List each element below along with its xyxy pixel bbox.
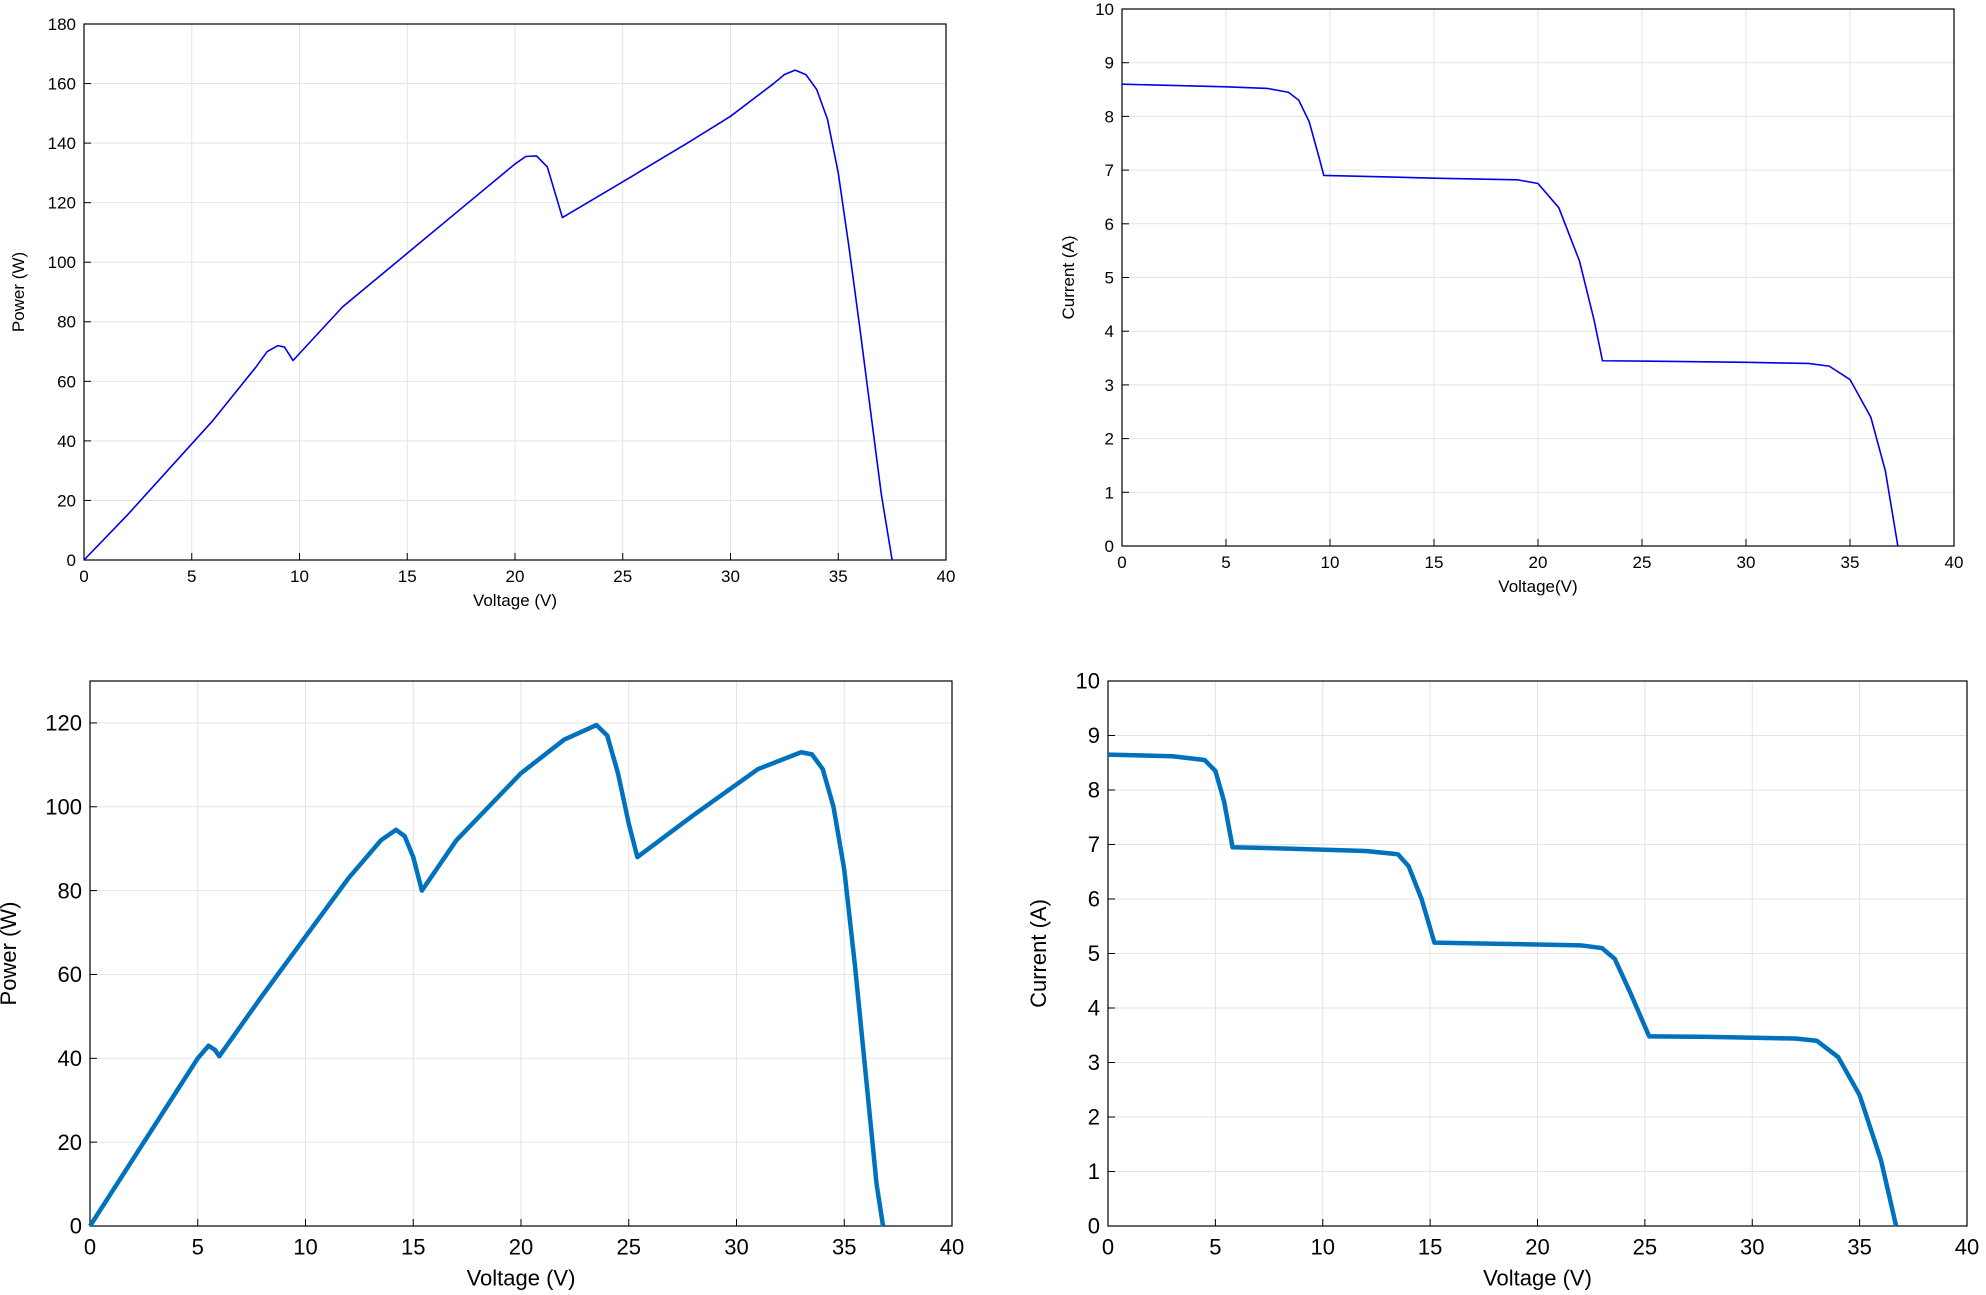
data-line	[88, 722, 886, 1228]
x-tick-label: 40	[1955, 1235, 1979, 1260]
x-axis-label: Voltage (V)	[1483, 1265, 1592, 1290]
y-tick-label: 6	[1088, 887, 1100, 912]
y-tick-label: 8	[1105, 107, 1114, 126]
x-tick-label: 40	[940, 1235, 964, 1260]
x-tick-label: 35	[1847, 1235, 1871, 1260]
y-tick-label: 80	[57, 313, 76, 332]
y-tick-label: 40	[57, 432, 76, 451]
y-tick-label: 180	[48, 15, 76, 34]
x-tick-label: 25	[613, 567, 632, 586]
y-tick-label: 100	[45, 794, 82, 819]
y-tick-label: 100	[48, 253, 76, 272]
y-tick-label: 0	[1088, 1214, 1100, 1239]
x-tick-label: 0	[1102, 1235, 1114, 1260]
y-tick-label: 120	[48, 194, 76, 213]
x-tick-label: 5	[187, 567, 196, 586]
y-axis-label: Current (A)	[1026, 899, 1051, 1008]
data-line	[1121, 83, 1899, 547]
chart: 0 5 10 15 20 25 30 35 40 0 1 2 3 4 5 6 7 8 9 10 Voltage(V) Cu…	[1059, 0, 1963, 596]
y-tick-label: 140	[48, 134, 76, 153]
y-tick-label: 4	[1088, 996, 1100, 1021]
x-tick-label: 20	[1525, 1235, 1549, 1260]
x-tick-label: 20	[506, 567, 525, 586]
x-tick-label: 10	[1321, 553, 1340, 572]
y-axis-label: Current (A)	[1059, 235, 1078, 319]
y-tick-label: 60	[58, 962, 82, 987]
y-tick-label: 8	[1088, 778, 1100, 803]
y-tick-label: 6	[1105, 215, 1114, 234]
y-tick-label: 120	[45, 711, 82, 736]
x-tick-label: 25	[1633, 1235, 1657, 1260]
y-tick-label: 3	[1105, 376, 1114, 395]
x-tick-label: 0	[84, 1235, 96, 1260]
y-tick-label: 1	[1088, 1159, 1100, 1184]
x-tick-label: 10	[290, 567, 309, 586]
x-tick-label: 10	[293, 1235, 317, 1260]
axes-frame	[89, 680, 953, 1227]
y-tick-label: 3	[1088, 1050, 1100, 1075]
x-tick-label: 35	[832, 1235, 856, 1260]
data-line	[83, 69, 893, 561]
x-tick-label: 5	[1221, 553, 1230, 572]
axes-frame	[83, 23, 947, 561]
x-tick-label: 30	[724, 1235, 748, 1260]
y-tick-label: 10	[1095, 0, 1114, 19]
x-axis-label: Voltage (V)	[467, 1265, 576, 1290]
x-tick-label: 15	[1425, 553, 1444, 572]
axes-frame	[1107, 680, 1968, 1227]
x-tick-label: 30	[1740, 1235, 1764, 1260]
y-tick-label: 2	[1105, 430, 1114, 449]
x-tick-label: 35	[829, 567, 848, 586]
x-tick-label: 30	[1737, 553, 1756, 572]
y-tick-label: 60	[57, 372, 76, 391]
x-tick-label: 40	[1945, 553, 1964, 572]
x-axis-label: Voltage(V)	[1498, 577, 1577, 596]
y-tick-label: 9	[1088, 723, 1100, 748]
chart: 0 5 10 15 20 25 30 35 40 0 20 40 60 80 100 120 Voltage (…	[0, 680, 964, 1290]
y-tick-label: 10	[1076, 669, 1100, 694]
y-tick-label: 2	[1088, 1105, 1100, 1130]
axes-frame	[1121, 8, 1955, 547]
y-tick-label: 80	[58, 878, 82, 903]
y-tick-label: 5	[1088, 941, 1100, 966]
y-tick-label: 7	[1088, 832, 1100, 857]
x-tick-label: 0	[79, 567, 88, 586]
x-tick-label: 10	[1311, 1235, 1335, 1260]
y-tick-label: 0	[1105, 537, 1114, 556]
y-tick-label: 20	[57, 491, 76, 510]
y-tick-label: 5	[1105, 268, 1114, 287]
x-tick-label: 20	[509, 1235, 533, 1260]
y-tick-label: 0	[70, 1214, 82, 1239]
y-tick-label: 9	[1105, 54, 1114, 73]
x-tick-label: 0	[1117, 553, 1126, 572]
x-tick-label: 25	[617, 1235, 641, 1260]
y-axis-label: Power (W)	[9, 252, 28, 332]
x-tick-label: 20	[1529, 553, 1548, 572]
x-tick-label: 5	[192, 1235, 204, 1260]
x-tick-label: 30	[721, 567, 740, 586]
y-tick-label: 40	[58, 1046, 82, 1071]
chart: 0 5 10 15 20 25 30 35 40 0 1 2 3 4 5 6 7 8 9 10 Voltage (V) C…	[1026, 669, 1979, 1291]
x-tick-label: 35	[1841, 553, 1860, 572]
x-tick-label: 40	[937, 567, 956, 586]
y-tick-label: 20	[58, 1130, 82, 1155]
x-axis-label: Voltage (V)	[473, 591, 557, 610]
x-tick-label: 15	[398, 567, 417, 586]
x-tick-label: 5	[1209, 1235, 1221, 1260]
y-tick-label: 7	[1105, 161, 1114, 180]
data-line	[1107, 752, 1899, 1227]
y-tick-label: 160	[48, 75, 76, 94]
x-tick-label: 15	[401, 1235, 425, 1260]
y-tick-label: 1	[1105, 483, 1114, 502]
chart: 0 5 10 15 20 25 30 35 40 0 20 40 60 80 100 120 140 160 180…	[9, 15, 955, 610]
y-tick-label: 0	[67, 551, 76, 570]
x-tick-label: 25	[1633, 553, 1652, 572]
y-tick-label: 4	[1105, 322, 1114, 341]
y-axis-label: Power (W)	[0, 902, 21, 1006]
x-tick-label: 15	[1418, 1235, 1442, 1260]
